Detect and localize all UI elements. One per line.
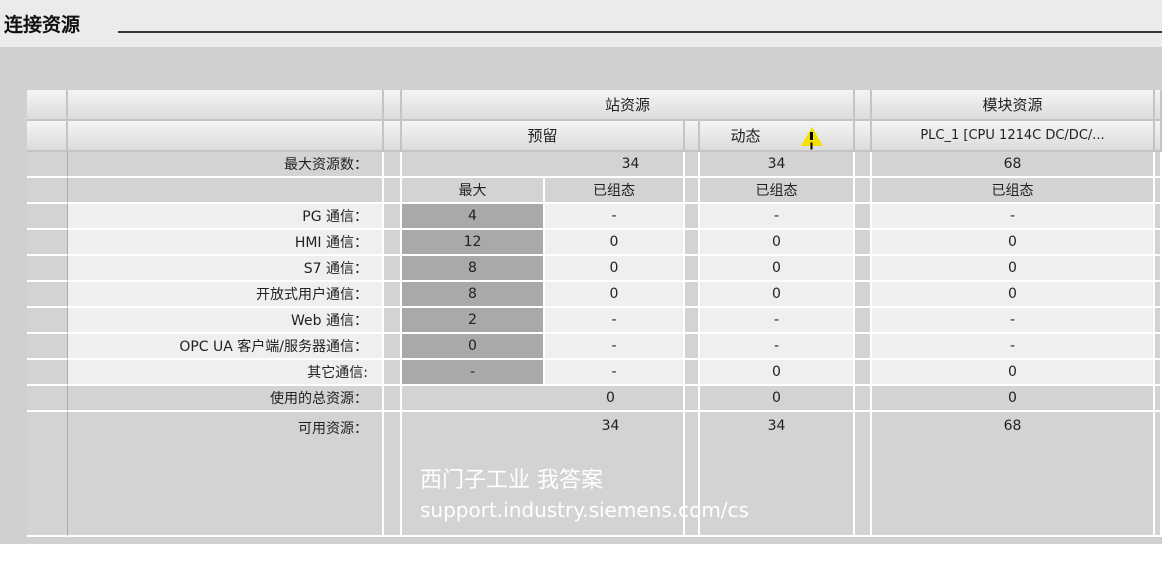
module-resources-header: 模块资源: [872, 90, 1156, 121]
cell-max: 8: [402, 282, 545, 308]
max-resources-row: 最大资源数： 34 34 68: [27, 152, 1162, 178]
cell-label: OPC UA 客户端/服务器通信：: [68, 334, 384, 360]
table-row: Web 通信： 2- - -: [27, 308, 1162, 334]
cell-dynamic: 0: [700, 360, 856, 386]
table-row: HMI 通信： 12 0 0 0: [27, 230, 1162, 256]
cell-module: 0: [872, 256, 1156, 282]
cell-reserved: 0: [545, 282, 685, 308]
cell-dynamic: -: [700, 308, 856, 334]
table-row: S7 通信： 8 0 0 0: [27, 256, 1162, 282]
cell-label: HMI 通信：: [68, 230, 384, 256]
cell-max: 0: [402, 334, 545, 360]
cell-reserved: -: [545, 204, 685, 230]
cell-reserved: -: [545, 308, 685, 334]
cell-dynamic: 0: [700, 230, 856, 256]
cell-max: 12: [402, 230, 545, 256]
cell-reserved: -: [545, 334, 685, 360]
section-title: 连接资源: [4, 14, 81, 36]
subheader-row: 最大 已组态 已组态 已组态: [27, 178, 1162, 204]
station-resources-header: 站资源: [402, 90, 856, 121]
cell-module: -: [872, 308, 1156, 334]
dynamic-header: 动态: [700, 121, 856, 152]
cell-dynamic: -: [700, 204, 856, 230]
cell-max: 8: [402, 256, 545, 282]
cell-reserved: 0: [545, 230, 685, 256]
available-row: 可用资源： 34 34 68: [27, 412, 1162, 537]
cell-reserved: -: [545, 360, 685, 386]
cell-label: 开放式用户通信：: [68, 282, 384, 308]
cell-module: 0: [872, 360, 1156, 386]
cell-module: 0: [872, 230, 1156, 256]
section-header: 连接资源: [0, 0, 1162, 47]
connection-resources-table: 站资源 模块资源 预留 动态 PLC_1 [CPU 1214C DC/DC/..…: [27, 90, 1162, 537]
cell-label: Web 通信：: [68, 308, 384, 334]
cell-max: 4: [402, 204, 545, 230]
cell-reserved: 0: [545, 256, 685, 282]
cell-module: 0: [872, 282, 1156, 308]
table-row: PG 通信： 4- - -: [27, 204, 1162, 230]
cell-dynamic: 0: [700, 256, 856, 282]
cell-max: 2: [402, 308, 545, 334]
cell-module: -: [872, 334, 1156, 360]
cell-label: PG 通信：: [68, 204, 384, 230]
header-row-1: 站资源 模块资源: [27, 90, 1162, 121]
cell-dynamic: 0: [700, 282, 856, 308]
total-used-row: 使用的总资源： 0 0 0: [27, 386, 1162, 412]
title-divider: [118, 31, 1162, 33]
table-row: OPC UA 客户端/服务器通信： 0- - -: [27, 334, 1162, 360]
reserved-header: 预留: [402, 121, 685, 152]
warning-triangle-icon[interactable]: [800, 127, 823, 146]
table-row: 其它通信: - -0 0: [27, 360, 1162, 386]
cell-module: -: [872, 204, 1156, 230]
cell-label: 其它通信:: [68, 360, 384, 386]
cell-label: S7 通信：: [68, 256, 384, 282]
plc-header[interactable]: PLC_1 [CPU 1214C DC/DC/...: [872, 121, 1156, 152]
cell-dynamic: -: [700, 334, 856, 360]
cell-max: -: [402, 360, 545, 386]
header-row-2: 预留 动态 PLC_1 [CPU 1214C DC/DC/...: [27, 121, 1162, 152]
table-row: 开放式用户通信： 8 0 0 0: [27, 282, 1162, 308]
